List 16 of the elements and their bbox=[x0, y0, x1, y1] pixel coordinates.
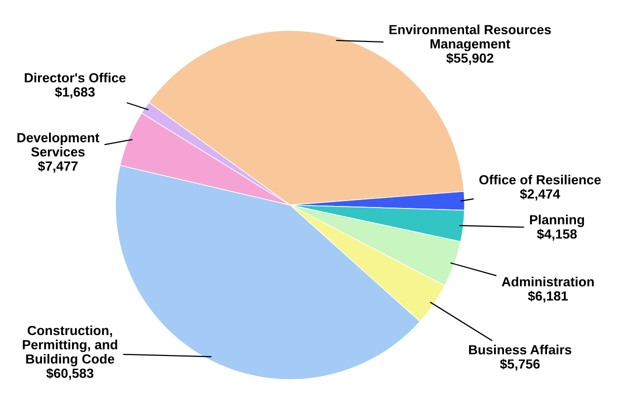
data-label: $2,474 bbox=[520, 188, 560, 201]
slice-label: Development Services bbox=[17, 132, 100, 157]
slice-label: Environmental Resources Management bbox=[389, 24, 551, 52]
data-label: $60,583 bbox=[46, 368, 94, 380]
data-label: $6,181 bbox=[528, 290, 568, 303]
slice-label: Planning bbox=[530, 214, 584, 228]
data-label: $7,477 bbox=[38, 160, 78, 173]
data-label: $5,756 bbox=[500, 358, 540, 371]
data-label: $4,158 bbox=[536, 228, 577, 241]
slice-label: Construction, Permitting, and Building Code bbox=[22, 325, 118, 366]
slice-label: Office of Resilience bbox=[479, 174, 601, 184]
data-label: $1,683 bbox=[54, 86, 95, 99]
data-label: $55,902 bbox=[446, 52, 494, 65]
slice-label: Administration bbox=[502, 276, 594, 286]
slice-label: Business Affairs bbox=[469, 344, 572, 354]
slice-label: Director's Office bbox=[24, 72, 126, 82]
